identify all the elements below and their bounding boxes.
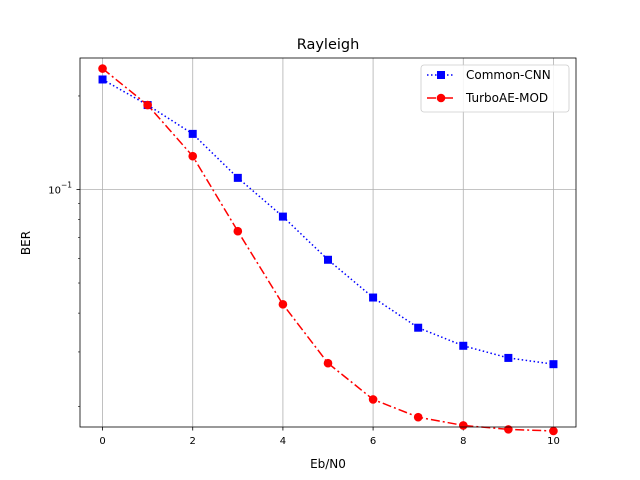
chart-title: Rayleigh [297, 37, 360, 53]
y-axis-label: BER [19, 231, 33, 255]
data-point [368, 395, 378, 404]
x-tick-label: 6 [370, 436, 376, 447]
data-point [549, 426, 558, 436]
data-point [458, 421, 468, 430]
data-point [143, 100, 152, 110]
data-point [324, 255, 332, 264]
x-tick-label: 0 [99, 436, 105, 447]
data-point [414, 323, 423, 332]
x-tick-label: 4 [280, 436, 286, 447]
data-point [278, 212, 287, 221]
legend-marker [436, 93, 446, 103]
legend-label: Common-CNN [466, 68, 551, 82]
legend: Common-CNN TurboAE-MOD [420, 64, 570, 113]
data-point [278, 300, 288, 309]
data-point [98, 75, 107, 84]
data-point [98, 64, 107, 73]
data-point [188, 151, 198, 161]
legend-marker [437, 71, 445, 79]
data-point [504, 353, 513, 362]
x-tick-label: 8 [460, 436, 466, 447]
data-point [504, 425, 513, 434]
data-point [413, 412, 423, 422]
plot-area: 0 2 4 6 8 10 10−1 [48, 57, 577, 447]
data-point [459, 341, 468, 350]
legend-box [420, 64, 570, 113]
data-point [369, 293, 378, 302]
data-point [188, 129, 197, 138]
x-tick-label: 10 [547, 436, 560, 447]
data-point [323, 358, 333, 368]
legend-label: TurboAE-MOD [465, 91, 548, 105]
data-point [233, 226, 243, 236]
x-axis-label: Eb/N0 [310, 457, 346, 471]
data-point [549, 360, 558, 369]
data-point [233, 173, 242, 182]
y-tick-label: 10−1 [48, 180, 72, 196]
x-tick-label: 2 [190, 436, 196, 447]
axes-frame [79, 57, 577, 428]
